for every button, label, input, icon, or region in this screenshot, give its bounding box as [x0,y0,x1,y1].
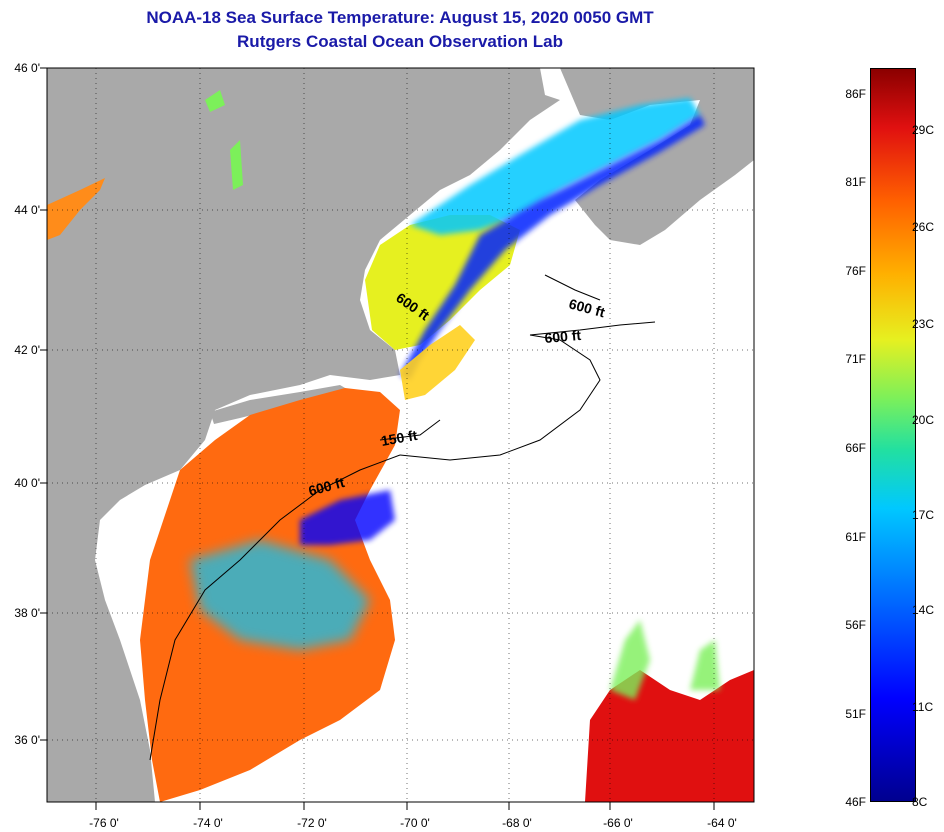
lon-label-74: -74 0' [193,816,223,830]
lon-label-76: -76 0' [89,816,119,830]
colorbar-f-71: 71F [845,352,866,366]
sst-hot-south [585,670,754,802]
colorbar-f-46: 46F [845,795,866,809]
colorbar-f-61: 61F [845,530,866,544]
colorbar-c-11: 11C [912,700,934,714]
sst-patch-small [205,90,243,190]
sst-yellow-cape [400,325,475,400]
title-line-1: NOAA-18 Sea Surface Temperature: August … [146,8,654,27]
colorbar-f-86: 86F [845,87,866,101]
sst-cool-mid [190,540,370,650]
colorbar-c-23: 23C [912,317,935,331]
colorbar-f-81: 81F [845,175,866,189]
sst-cyan-gom [410,98,700,235]
lat-label-42: 42 0' [14,343,40,357]
colorbar-f-66: 66F [845,441,866,455]
land-nova-scotia [560,68,754,245]
colorbar-c-29: 29C [912,123,935,137]
title-line-2: Rutgers Coastal Ocean Observation Lab [237,32,563,51]
colorbar-c-14: 14C [912,603,935,617]
temperature-colorbar [870,68,916,802]
lon-label-70: -70 0' [400,816,430,830]
colorbar-c-26: 26C [912,220,935,234]
lat-label-44: 44 0' [14,203,40,217]
lat-label-46: 46 0' [14,61,40,75]
contour-label-4: 150 ft [380,427,419,449]
lon-label-68: -68 0' [502,816,532,830]
sst-north-patch-left [47,178,105,240]
sst-cold-band [300,490,395,545]
land-long-island [210,385,352,424]
map-frame [46,67,755,803]
lat-label-38: 38 0' [14,606,40,620]
lon-label-66: -66 0' [603,816,633,830]
lat-label-40: 40 0' [14,476,40,490]
colorbar-f-51: 51F [845,707,866,721]
axis-ticks [40,67,715,810]
lat-label-36: 36 0' [14,733,40,747]
isobath-contours [149,274,656,761]
colorbar-c-20: 20C [912,413,935,427]
lon-label-64: -64 0' [707,816,737,830]
colorbar-c-8: 8C [912,795,928,809]
lon-label-72: -72 0' [297,816,327,830]
land-mainland [47,68,560,802]
sst-blue-edge [400,115,705,380]
colorbar-c-17: 17C [912,508,935,522]
colorbar-f-56: 56F [845,618,866,632]
sst-green-patches [610,620,720,700]
colorbar-f-76: 76F [845,264,866,278]
contour-label-3: 600 ft [544,327,582,346]
